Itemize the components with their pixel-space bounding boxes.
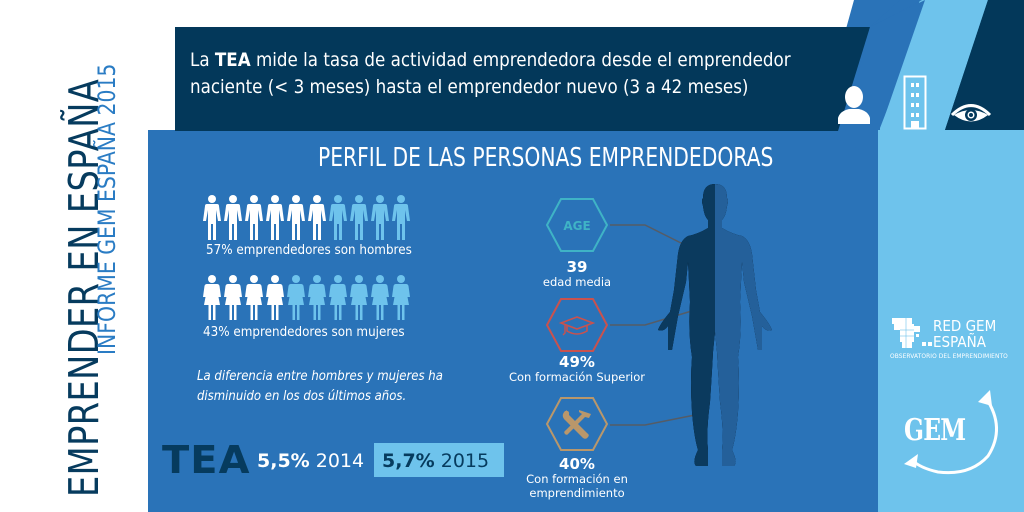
woman-icon [266, 275, 284, 320]
woman-icon [392, 275, 410, 320]
gender-gap-note: La diferencia entre hombres y mujeres ha… [197, 369, 443, 404]
woman-icon [287, 275, 305, 320]
age-value: 39 [566, 258, 588, 276]
man-icon [392, 195, 410, 240]
tea-definition-text: La TEA mide la tasa de actividad emprend… [190, 49, 791, 98]
higher-education-label: Con formación Superior [508, 370, 646, 384]
man-icon [266, 195, 284, 240]
woman-icon [308, 275, 326, 320]
connector-lines [610, 224, 696, 426]
spain-map-icon [892, 318, 932, 348]
section-title: PERFIL DE LAS PERSONAS EMPRENDEDORAS [318, 143, 774, 173]
tea-2014-value: 5,5% 2014 [257, 450, 365, 472]
eye-icon [950, 104, 992, 122]
tools-icon [545, 397, 609, 451]
higher-education-value: 49% [559, 353, 595, 371]
woman-icon [245, 275, 263, 320]
building-icon [903, 75, 927, 130]
woman-icon [350, 275, 368, 320]
man-icon [308, 195, 326, 240]
woman-icon [329, 275, 347, 320]
entrepreneurship-training-label: Con formación en emprendimiento [526, 472, 628, 500]
woman-icon [224, 275, 242, 320]
man-icon [203, 195, 221, 240]
men-pictogram-row [203, 195, 410, 240]
human-body-silhouette-icon [658, 184, 772, 466]
tea-2015-value: 5,7% 2015 [374, 443, 504, 477]
men-caption: 57% emprendedores son hombres [206, 243, 412, 258]
gem-logo-text: GEM [904, 413, 966, 448]
man-icon [329, 195, 347, 240]
person-icon [838, 86, 870, 124]
man-icon [245, 195, 263, 240]
gem-circular-arrow-icon [904, 390, 998, 475]
graduation-cap-icon [545, 298, 609, 352]
entrepreneurship-training-value: 40% [559, 455, 595, 473]
age-hexagon-icon: AGE [545, 198, 609, 252]
red-gem-name: RED GEM ESPAÑA [933, 317, 997, 351]
man-icon [371, 195, 389, 240]
tea-label: TEA [162, 438, 251, 482]
banner-edge [175, 0, 1024, 140]
man-icon [224, 195, 242, 240]
women-pictogram-row [203, 275, 410, 320]
man-icon [350, 195, 368, 240]
svg-text:AGE: AGE [563, 219, 590, 233]
age-label: edad media [542, 275, 612, 289]
man-icon [287, 195, 305, 240]
red-gem-tagline: OBSERVATORIO DEL EMPRENDIMIENTO [890, 353, 1008, 360]
women-caption: 43% emprendedores son mujeres [203, 325, 405, 340]
woman-icon [371, 275, 389, 320]
woman-icon [203, 275, 221, 320]
